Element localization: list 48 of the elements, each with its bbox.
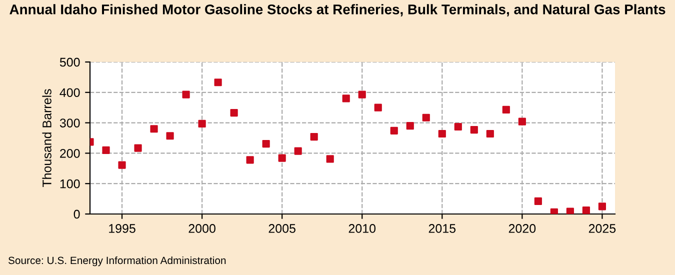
point <box>166 132 174 140</box>
point <box>582 206 590 214</box>
point <box>134 144 142 152</box>
point <box>598 202 606 210</box>
point <box>390 126 398 135</box>
point <box>198 120 206 128</box>
y-tick-label: 400 <box>60 88 80 98</box>
point <box>150 125 158 133</box>
point <box>262 140 270 148</box>
source-note: Source: U.S. Energy Information Administration <box>8 256 226 266</box>
point <box>358 90 366 98</box>
x-tick-label: 2020 <box>508 224 536 233</box>
point <box>182 90 190 98</box>
point <box>534 197 542 206</box>
point <box>118 161 126 169</box>
point <box>518 118 526 126</box>
point <box>230 108 238 117</box>
point <box>422 114 430 122</box>
y-tick-label: 300 <box>60 118 80 128</box>
point <box>566 208 574 214</box>
point <box>278 154 286 162</box>
y-tick-label: 200 <box>60 149 80 158</box>
point <box>550 208 558 214</box>
point <box>326 155 334 163</box>
point <box>374 104 382 112</box>
x-tick-label: 1995 <box>109 224 136 233</box>
y-tick-label: 100 <box>60 179 80 188</box>
x-tick-label: 2000 <box>188 224 216 233</box>
x-tick-label: 2010 <box>348 224 376 233</box>
x-tick-label: 2005 <box>268 224 296 233</box>
point <box>454 122 462 131</box>
point <box>294 147 302 155</box>
x-tick-label: 2015 <box>428 224 456 233</box>
point <box>102 146 110 154</box>
point <box>406 122 414 130</box>
y-axis-title: Thousand Barrels <box>42 89 52 188</box>
point <box>246 156 254 164</box>
point <box>214 78 222 86</box>
point <box>438 130 446 138</box>
x-tick-label: 2025 <box>588 224 616 233</box>
y-tick-label: 500 <box>60 58 80 67</box>
point <box>502 106 510 114</box>
point <box>470 126 478 134</box>
point <box>342 94 350 102</box>
y-tick-label: 0 <box>74 210 80 219</box>
chart-title: Annual Idaho Finished Motor Gasoline Stocks at Refineries, Bulk Terminals, and Natural Gas Plants <box>10 4 666 16</box>
point <box>486 130 494 138</box>
point <box>310 132 318 141</box>
